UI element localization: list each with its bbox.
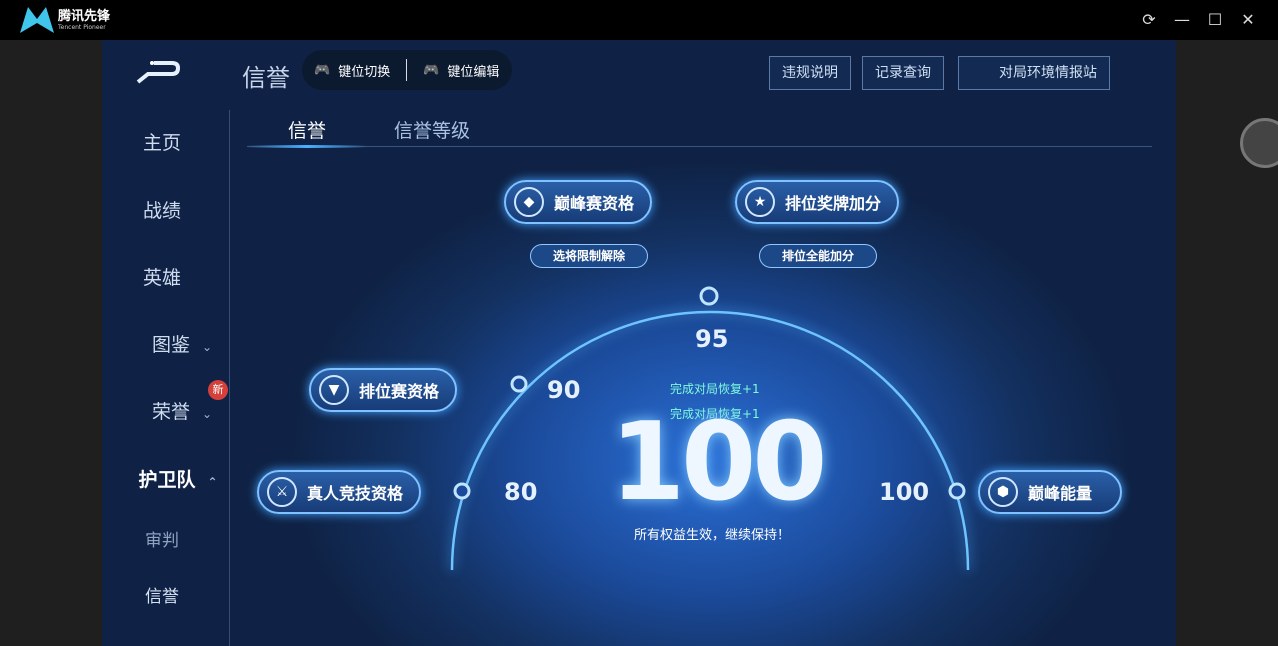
game-screen: 主页 战绩 英雄 图鉴 ⌄ 荣誉 ⌄ 新 护卫队 ⌃ 审判 信誉 信誉 🎮 键位切换 🎮… xyxy=(102,40,1176,646)
tab-credit-level[interactable]: 信誉等级 xyxy=(394,120,471,142)
maximize-button[interactable]: ☐ xyxy=(1207,10,1223,29)
medal-label: 排位奖牌加分 xyxy=(785,194,882,213)
peak-label: 巅峰赛资格 xyxy=(554,194,635,213)
sidebar-item-codex[interactable]: 图鉴 ⌄ xyxy=(122,330,242,357)
refresh-button[interactable]: ⟳ xyxy=(1142,10,1156,29)
page-title: 信誉 xyxy=(242,64,290,92)
threshold-node-100 xyxy=(948,482,966,500)
sidebar-item-guard[interactable]: 护卫队 ⌃ xyxy=(118,465,238,492)
app-name: 腾讯先锋 xyxy=(58,8,111,24)
peak-sub-badge: 选将限制解除 xyxy=(530,244,649,268)
back-icon[interactable] xyxy=(136,60,188,84)
sidebar-item-judge[interactable]: 审判 xyxy=(102,526,222,551)
sidebar-item-record[interactable]: 战绩 xyxy=(102,196,222,223)
sidebar-divider xyxy=(229,110,230,646)
sidebar-item-label: 英雄 xyxy=(142,267,181,289)
chevron-down-icon: ⌄ xyxy=(201,340,213,354)
chevron-down-icon: ⌄ xyxy=(201,407,213,421)
sidebar-item-label: 信誉 xyxy=(145,587,179,607)
app-logo: 腾讯先锋 Tencent Pioneer xyxy=(20,7,110,33)
key-toolbar: 🎮 键位切换 🎮 键位编辑 xyxy=(302,50,512,90)
energy-label: 巅峰能量 xyxy=(1028,484,1093,503)
chevron-up-icon: ⌃ xyxy=(207,475,218,489)
ranked-label: 排位赛资格 xyxy=(359,382,440,401)
minimize-button[interactable]: — xyxy=(1174,10,1190,29)
sidebar-item-label: 护卫队 xyxy=(138,469,196,491)
threshold-node-90 xyxy=(510,375,528,393)
credit-status: 所有权益生效，继续保持！ xyxy=(633,528,790,543)
ranked-qualification-button[interactable]: ▼ 排位赛资格 xyxy=(309,368,458,412)
sidebar-item-label: 主页 xyxy=(142,132,181,154)
floating-button[interactable] xyxy=(1240,118,1278,168)
sidebar-item-label: 战绩 xyxy=(142,200,181,222)
sidebar-item-honor[interactable]: 荣誉 ⌄ xyxy=(122,397,242,424)
credit-score: 100 xyxy=(610,400,827,525)
human-label: 真人竞技资格 xyxy=(307,484,404,503)
threshold-node-80 xyxy=(453,482,471,500)
new-badge: 新 xyxy=(208,380,228,400)
tab-credit[interactable]: 信誉 xyxy=(288,120,327,142)
sidebar-item-home[interactable]: 主页 xyxy=(102,128,222,155)
logo-icon xyxy=(20,7,54,33)
threshold-95: 95 xyxy=(695,325,729,353)
sidebar-item-label: 荣誉 xyxy=(151,401,190,423)
gamepad-icon: 🎮 xyxy=(314,62,331,78)
sidebar-item-label: 图鉴 xyxy=(151,334,190,356)
recover-hint: 完成对局恢复+1 xyxy=(670,382,760,396)
key-edit-button[interactable]: 键位编辑 xyxy=(447,64,500,80)
gamepad-icon: 🎮 xyxy=(423,62,440,78)
peak-energy-button[interactable]: ⬢ 巅峰能量 xyxy=(978,470,1123,514)
violation-info-button[interactable]: 违规说明 xyxy=(769,56,851,90)
key-switch-button[interactable]: 键位切换 xyxy=(338,64,391,80)
threshold-100: 100 xyxy=(879,478,930,506)
credit-arc xyxy=(450,286,970,571)
env-report-label: 对局环境情报站 xyxy=(999,65,1097,81)
human-competition-button[interactable]: ⚔ 真人竞技资格 xyxy=(257,470,422,514)
tab-divider xyxy=(247,146,1152,147)
threshold-90: 90 xyxy=(547,376,581,404)
sidebar-item-label: 审判 xyxy=(145,531,179,551)
divider xyxy=(406,59,408,81)
peak-qualification-button[interactable]: ◆ 巅峰赛资格 xyxy=(504,180,653,224)
record-query-button[interactable]: 记录查询 xyxy=(862,56,944,90)
cube-icon: ⬢ xyxy=(988,477,1018,507)
star-medal-icon: ★ xyxy=(745,187,775,217)
close-button[interactable]: ✕ xyxy=(1241,10,1255,29)
medal-bonus-button[interactable]: ★ 排位奖牌加分 xyxy=(735,180,900,224)
recover-hint: 完成对局恢复+1 xyxy=(670,407,760,421)
env-report-button[interactable]: 对局环境情报站 xyxy=(958,56,1110,90)
threshold-80: 80 xyxy=(504,478,538,506)
sword-icon: ⚔ xyxy=(267,477,297,507)
peak-icon: ◆ xyxy=(514,187,544,217)
threshold-node-95 xyxy=(699,286,719,306)
shield-icon: ▼ xyxy=(319,375,349,405)
title-bar: 腾讯先锋 Tencent Pioneer ⟳ — ☐ ✕ xyxy=(0,0,1278,40)
sidebar-item-heroes[interactable]: 英雄 xyxy=(102,263,222,290)
sidebar: 主页 战绩 英雄 图鉴 ⌄ 荣誉 ⌄ 新 护卫队 ⌃ 审判 信誉 xyxy=(102,40,230,646)
tab-active-indicator xyxy=(247,145,367,148)
sidebar-item-credit[interactable]: 信誉 xyxy=(102,582,222,607)
app-name-en: Tencent Pioneer xyxy=(58,23,106,31)
medal-sub-badge: 排位全能加分 xyxy=(759,244,878,268)
